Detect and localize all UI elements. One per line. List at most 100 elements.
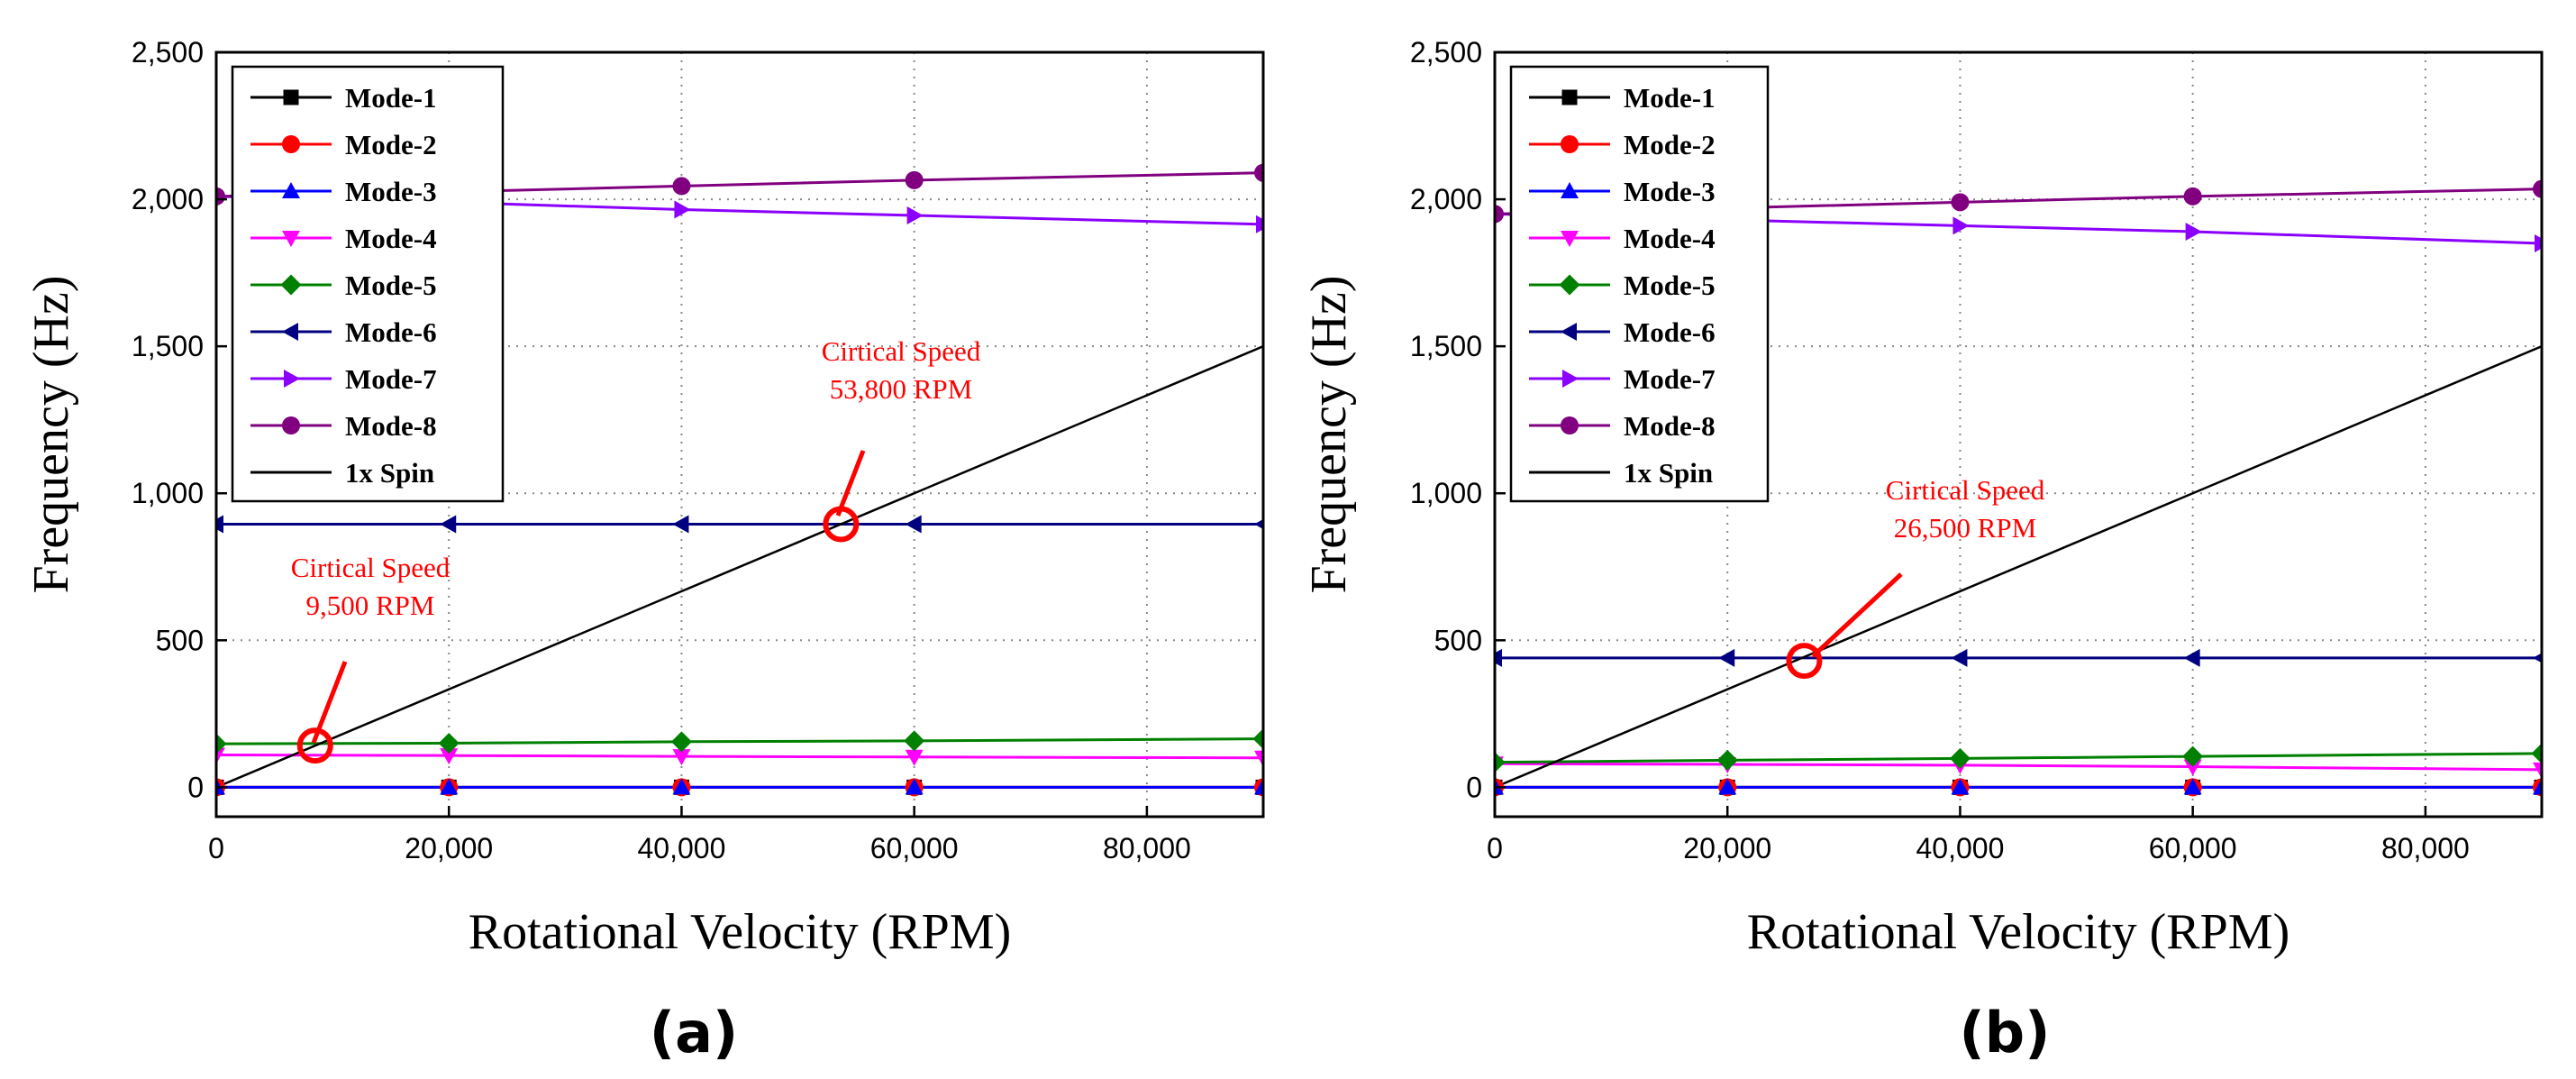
data-point-mode-5	[2531, 743, 2542, 764]
legend-label: Mode-3	[345, 176, 437, 207]
legend-label: Mode-4	[1624, 223, 1716, 254]
axis-ticks: 0 20,000 40,000 60,000 80,000 0 500 1,000 1,500 2…	[132, 36, 1191, 864]
y-tick-label: 1,500	[1410, 330, 1482, 362]
data-point-mode-3	[1951, 778, 1970, 795]
legend-label: Mode-6	[345, 316, 437, 348]
data-point-mode-3	[440, 778, 459, 795]
legend-label: Mode-8	[1624, 410, 1716, 442]
annotation-value: 9,500 RPM	[306, 590, 435, 621]
data-point-mode-4	[905, 749, 924, 766]
legend-marker	[1561, 182, 1579, 198]
x-axis-label: Rotational Velocity (RPM)	[469, 904, 1012, 960]
data-point-mode-6	[2183, 648, 2200, 667]
plot-area	[216, 163, 1263, 797]
plot-frame	[1493, 50, 2544, 818]
legend-marker	[283, 89, 299, 105]
legend-marker	[1561, 231, 1579, 247]
data-point-mode-5	[216, 733, 227, 754]
data-point-mode-8	[2533, 179, 2542, 198]
legend-marker	[282, 135, 300, 153]
legend-label: Mode-4	[345, 223, 437, 254]
panel-label: (b)	[1959, 1000, 2050, 1065]
annotation-title: Cirtical Speed	[1886, 474, 2045, 506]
legend-label: 1x Spin	[345, 457, 434, 489]
chart-panel-b: 0 20,000 40,000 60,000 80,000 0 500 1,000 1,500 2…	[1301, 36, 2544, 1065]
legend-marker	[284, 370, 300, 388]
data-point-mode-5	[1495, 752, 1506, 773]
data-point-mode-6	[1495, 648, 1502, 667]
annotation-pointer	[1811, 572, 1903, 658]
plot-frame	[214, 50, 1265, 818]
data-point-mode-7	[1256, 215, 1263, 233]
data-point-mode-3	[1254, 778, 1263, 795]
data-point-mode-7	[2535, 234, 2542, 252]
x-tick-label: 60,000	[2149, 832, 2237, 864]
legend-marker	[280, 274, 302, 296]
data-point-mode-5	[438, 732, 460, 754]
x-tick-label: 20,000	[1683, 832, 1771, 864]
legend-label: Mode-6	[1624, 316, 1716, 348]
y-axis-label: Frequency (Hz)	[1301, 276, 1357, 594]
data-point-mode-4	[672, 749, 691, 766]
x-tick-label: 80,000	[1103, 832, 1191, 864]
legend-marker	[1559, 274, 1580, 296]
legend-label: Mode-5	[1624, 270, 1716, 301]
y-axis-label: Frequency (Hz)	[23, 276, 79, 594]
data-point-mode-8	[1495, 205, 1504, 224]
legend-label: Mode-2	[345, 129, 437, 160]
data-point-mode-6	[672, 515, 689, 534]
annotations: Cirtical Speed 26,500 RPM	[1786, 474, 2045, 680]
annotation-value: 53,800 RPM	[830, 373, 972, 405]
data-point-mode-6	[1718, 648, 1735, 667]
legend: Mode-1 Mode-2 Mode-3 Mode-4 Mode-5 Mode-6 Mode…	[1509, 65, 1770, 503]
y-tick-label: 2,500	[132, 36, 204, 69]
y-tick-label: 2,000	[1410, 183, 1482, 215]
data-point-mode-4	[1254, 750, 1263, 767]
data-point-mode-6	[216, 515, 223, 534]
data-point-mode-3	[905, 778, 924, 795]
legend-marker	[282, 323, 298, 341]
critical-speed-marker	[1786, 643, 1823, 680]
data-point-mode-8	[905, 170, 924, 189]
data-point-mode-8	[1254, 163, 1263, 182]
x-tick-label: 20,000	[405, 832, 493, 864]
axis-ticks: 0 20,000 40,000 60,000 80,000 0 500 1,000 1,500 2…	[1410, 36, 2470, 864]
legend-label: Mode-1	[345, 82, 437, 114]
chart-panel-a: 0 20,000 40,000 60,000 80,000 0 500 1,000 1,500 2…	[23, 36, 1265, 1065]
data-point-mode-7	[2185, 222, 2202, 241]
y-tick-label: 0	[1466, 771, 1482, 803]
annotation-pointer	[835, 450, 866, 517]
data-point-mode-6	[1951, 648, 1968, 667]
legend-marker	[282, 416, 300, 434]
data-point-mode-4	[440, 748, 459, 765]
y-tick-label: 0	[187, 771, 204, 803]
legend-marker	[1561, 416, 1579, 434]
data-point-mode-8	[672, 177, 691, 196]
legend-label: Mode-1	[1624, 82, 1716, 114]
legend-label: Mode-8	[345, 410, 437, 442]
data-point-mode-5	[1949, 747, 1971, 769]
data-point-mode-5	[904, 730, 925, 752]
x-tick-label: 40,000	[1916, 832, 2005, 864]
x-tick-label: 0	[208, 832, 224, 864]
legend-label: Mode-7	[345, 363, 437, 395]
series-line-mode-5	[1495, 752, 2542, 764]
legend-marker	[1562, 370, 1579, 388]
data-point-mode-5	[1716, 749, 1738, 771]
data-point-mode-6	[2533, 653, 2542, 663]
y-tick-label: 1,500	[132, 330, 204, 362]
x-axis-label: Rotational Velocity (RPM)	[1747, 904, 2290, 960]
data-point-mode-8	[1951, 193, 1970, 212]
y-tick-label: 500	[1434, 624, 1482, 656]
legend-label: Mode-5	[345, 270, 437, 301]
data-point-mode-7	[674, 200, 691, 219]
data-point-mode-5	[2182, 745, 2204, 767]
legend-marker	[282, 231, 300, 247]
legend-marker	[1561, 135, 1579, 153]
data-point-mode-4	[2533, 762, 2542, 779]
legend-label: Mode-7	[1624, 363, 1716, 395]
annotation-title: Cirtical Speed	[291, 552, 451, 583]
panel-label: (a)	[650, 1000, 739, 1065]
data-point-mode-6	[440, 515, 457, 534]
